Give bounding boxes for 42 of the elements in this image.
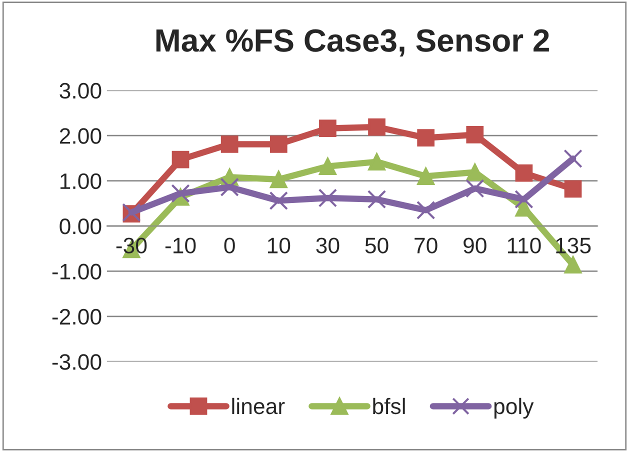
x-tick-label: -10: [165, 238, 196, 254]
point: [466, 179, 484, 198]
point: [270, 170, 288, 188]
point: [319, 120, 336, 138]
point: [417, 168, 435, 185]
y-tick-label: -2.00: [52, 308, 102, 325]
point: [171, 184, 190, 203]
point: [220, 136, 238, 153]
x-tick-label: 90: [464, 238, 486, 254]
legend-label: linear: [232, 398, 285, 414]
y-tick-label: -1.00: [52, 264, 102, 280]
point: [564, 180, 582, 198]
point: [172, 150, 190, 168]
legend-label: bfsl: [373, 398, 405, 414]
y-tick-label: 2.00: [60, 128, 102, 144]
y-tick-label: 0.00: [60, 218, 102, 234]
point: [368, 153, 386, 170]
point: [269, 191, 288, 210]
y-tick-label: -3.00: [52, 354, 102, 370]
legend-label: poly: [494, 398, 534, 419]
point: [416, 200, 436, 220]
point: [367, 190, 386, 209]
chart-title: Max %FS Case3, Sensor 2: [156, 29, 549, 56]
point: [564, 149, 582, 168]
x-tick-label: 110: [508, 238, 541, 254]
point: [220, 178, 239, 197]
x-tick-label: 10: [268, 238, 290, 254]
x-tick-label: 30: [316, 238, 340, 254]
point: [318, 188, 338, 208]
point: [270, 136, 288, 153]
point: [514, 190, 534, 209]
point: [515, 164, 533, 182]
x-tick-label: 0: [224, 238, 235, 254]
point: [466, 126, 484, 144]
y-tick-label: 1.00: [60, 173, 102, 190]
point: [417, 129, 435, 147]
point: [319, 158, 336, 176]
x-tick-label: 70: [414, 238, 438, 254]
y-tick-label: 3.00: [60, 82, 102, 99]
point: [564, 256, 582, 274]
x-tick-label: 50: [365, 238, 388, 254]
point: [368, 118, 386, 136]
